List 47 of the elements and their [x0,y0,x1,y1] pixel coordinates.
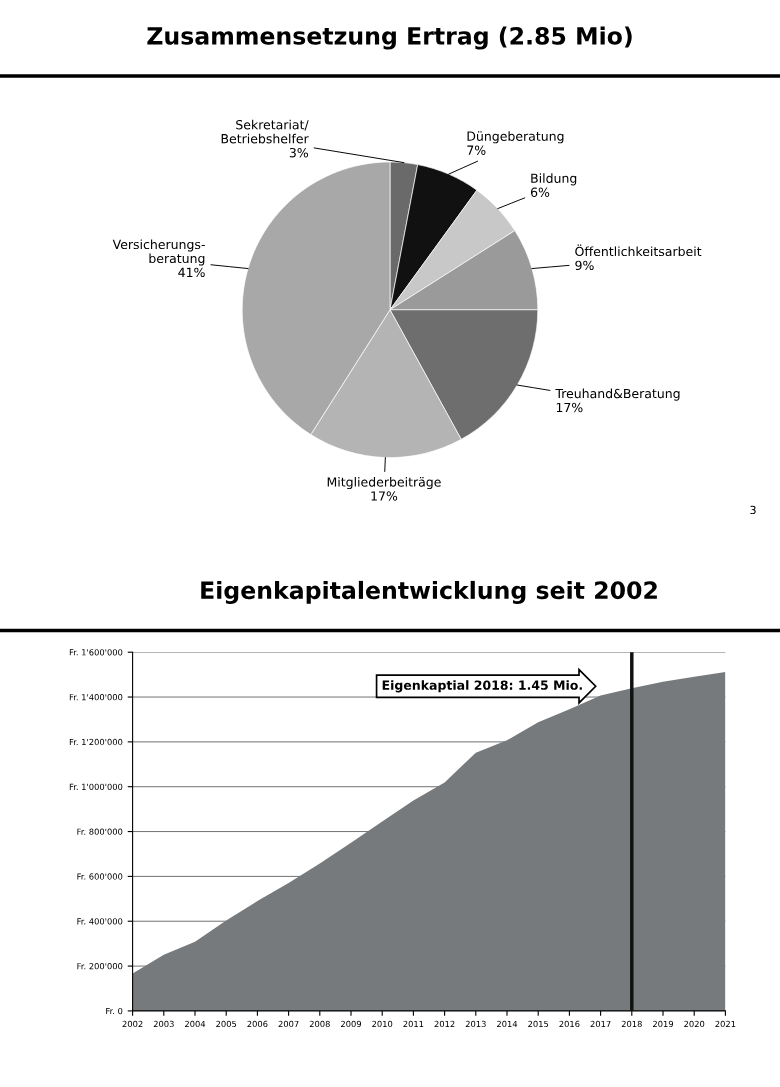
x-tick-label: 2019 [653,1020,674,1028]
text: 3 [750,505,756,515]
slice-label: Düngeberatung [467,131,564,144]
x-tick-label: 2008 [309,1020,330,1028]
x-tick-label: 2015 [528,1020,549,1028]
x-tick-label: 2012 [434,1020,455,1028]
data-label: 7% [467,145,486,155]
slice-label: Mitgliederbeiträge [327,477,441,490]
data-label: 6% [530,187,550,197]
data-label: 17% [371,491,398,501]
x-tick-label: 2013 [465,1020,486,1028]
y-tick-label: Fr. 400'000 [77,918,123,925]
y-tick-label: Fr. 200'000 [77,963,123,970]
y-tick-label: Fr. 1'600'000 [69,649,123,656]
data-label: 41% [178,267,205,278]
x-tick-label: 2010 [372,1020,393,1028]
x-tick-label: 2002 [122,1020,143,1028]
y-tick-label: Fr. 0 [106,1007,123,1015]
x-tick-label: 2011 [403,1020,424,1028]
y-tick-label: Fr. 800'000 [77,828,123,835]
x-tick-label: 2018 [621,1020,642,1028]
x-tick-label: 2020 [684,1020,705,1028]
x-tick-label: 2004 [185,1020,206,1028]
x-tick-label: 2016 [559,1020,580,1028]
chart-title: Eigenkapitalentwicklung seit 2002 [201,580,657,604]
chart-title: Zusammensetzung Ertrag (2.85 Mio) [147,26,632,50]
x-tick-label: 2006 [247,1020,268,1028]
slice-label: Versicherungs- beratung [112,239,205,266]
x-tick-label: 2003 [153,1020,174,1028]
data-label: 3% [289,147,308,158]
data-label: 9% [575,260,594,271]
slice-label: Öffentlichkeitsarbeit [575,244,702,257]
slice-label: Treuhand&Beratung [555,388,680,401]
y-tick-label: Fr. 1'200'000 [69,738,123,746]
y-tick-label: Fr. 600'000 [77,873,123,880]
x-tick-label: 2009 [341,1020,362,1028]
x-tick-label: 2007 [278,1020,299,1028]
annotation: Eigenkaptial 2018: 1.45 Mio. [382,680,582,693]
slice-label: Bildung [531,173,577,186]
x-tick-label: 2014 [497,1020,518,1028]
data-label: 17% [556,402,583,413]
y-tick-label: Fr. 1'400'000 [69,694,123,701]
x-tick-label: 2021 [715,1020,736,1028]
y-tick-label: Fr. 1'000'000 [69,783,123,790]
x-tick-label: 2005 [216,1020,237,1028]
x-tick-label: 2017 [590,1020,611,1028]
slice-label: Sekretariat/ Betriebshelfer [221,119,309,144]
